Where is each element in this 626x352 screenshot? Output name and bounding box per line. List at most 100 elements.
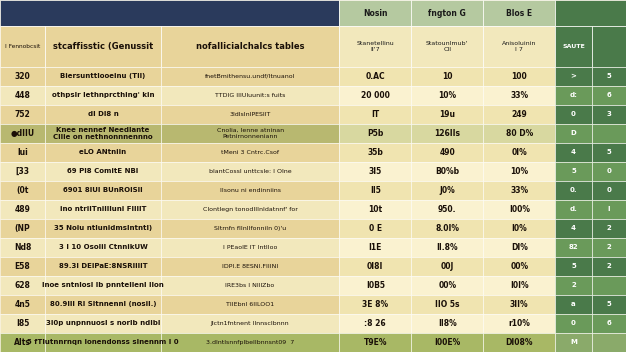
Text: 5: 5	[571, 168, 576, 175]
Text: 82: 82	[568, 244, 578, 251]
Bar	[339, 219, 411, 238]
Text: 100: 100	[511, 72, 527, 81]
Text: Blos E: Blos E	[506, 9, 532, 18]
Bar	[339, 86, 411, 105]
Bar	[0, 238, 45, 257]
Bar	[339, 124, 411, 143]
Bar	[411, 295, 483, 314]
Bar	[592, 295, 626, 314]
Bar	[45, 26, 161, 67]
Bar	[555, 200, 592, 219]
Bar	[45, 86, 161, 105]
Text: T9E%: T9E%	[364, 338, 387, 347]
Text: :8 26: :8 26	[364, 319, 386, 328]
Text: AIts: AIts	[14, 338, 31, 347]
Text: 4: 4	[571, 149, 576, 156]
Text: fnetBmithensu.undf/Itnuanol: fnetBmithensu.undf/Itnuanol	[205, 74, 295, 79]
Bar	[339, 333, 411, 352]
Bar	[0, 143, 45, 162]
Text: 35b: 35b	[367, 148, 383, 157]
Text: DI08%: DI08%	[506, 338, 533, 347]
Bar	[555, 257, 592, 276]
Text: 2: 2	[607, 225, 611, 232]
Bar	[592, 26, 626, 67]
Bar	[45, 143, 161, 162]
Bar	[161, 105, 339, 124]
Text: 752: 752	[14, 110, 31, 119]
Bar	[483, 143, 555, 162]
Bar	[483, 0, 555, 26]
Bar	[161, 162, 339, 181]
Text: 2: 2	[607, 263, 611, 270]
Text: 126IIs: 126IIs	[434, 129, 460, 138]
Bar	[161, 67, 339, 86]
Bar	[555, 276, 592, 295]
Text: TTDIG IIIUluunit:s fuits: TTDIG IIIUluunit:s fuits	[215, 93, 285, 98]
Text: 20 000: 20 000	[361, 91, 390, 100]
Bar	[0, 314, 45, 333]
Text: Statounlmub'
CII: Statounlmub' CII	[426, 41, 468, 52]
Text: 0I%: 0I%	[511, 148, 527, 157]
Text: 2: 2	[571, 282, 576, 289]
Text: 00%: 00%	[438, 281, 456, 290]
Text: I: I	[608, 206, 610, 213]
Bar	[592, 105, 626, 124]
Text: 628: 628	[14, 281, 31, 290]
Text: SItrnfn fIInIIfonniIn 0)'u: SItrnfn fIInIIfonniIn 0)'u	[214, 226, 286, 231]
Bar	[45, 105, 161, 124]
Bar	[592, 238, 626, 257]
Text: 0I8I: 0I8I	[367, 262, 384, 271]
Bar	[0, 26, 45, 67]
Text: 0.AC: 0.AC	[366, 72, 385, 81]
Text: 3I0p unpnnuosl s norlb ndlbl: 3I0p unpnnuosl s norlb ndlbl	[46, 320, 160, 327]
Text: I85: I85	[16, 319, 29, 328]
Text: 0: 0	[607, 168, 611, 175]
Text: IIO 5s: IIO 5s	[435, 300, 459, 309]
Text: 3E 8%: 3E 8%	[362, 300, 388, 309]
Bar	[555, 333, 592, 352]
Bar	[161, 181, 339, 200]
Text: B0%b: B0%b	[435, 167, 459, 176]
Bar	[0, 124, 45, 143]
Bar	[161, 219, 339, 238]
Text: TIIEbnI 6IILOO1: TIIEbnI 6IILOO1	[226, 302, 274, 307]
Text: I1E: I1E	[369, 243, 382, 252]
Bar	[483, 26, 555, 67]
Text: d:: d:	[570, 92, 577, 99]
Text: 8.0I%: 8.0I%	[435, 224, 459, 233]
Bar	[161, 295, 339, 314]
Text: 4: 4	[571, 225, 576, 232]
Text: II8%: II8%	[438, 319, 456, 328]
Text: 5 fTlutnnrnqn lonendonss slnennm I 0: 5 fTlutnnrnqn lonendonss slnennm I 0	[27, 339, 179, 346]
Text: 6901 8IUI BUnROlSII: 6901 8IUI BUnROlSII	[63, 187, 143, 194]
Text: DI%: DI%	[511, 243, 528, 252]
Bar	[483, 238, 555, 257]
Bar	[555, 124, 592, 143]
Bar	[339, 0, 411, 26]
Text: 3 I 10 Osolil CtnnikUW: 3 I 10 Osolil CtnnikUW	[59, 244, 147, 251]
Bar	[339, 238, 411, 257]
Bar	[411, 276, 483, 295]
Bar	[161, 238, 339, 257]
Text: IRE3bs I NlllZbo: IRE3bs I NlllZbo	[225, 283, 275, 288]
Bar	[0, 276, 45, 295]
Text: 10: 10	[442, 72, 453, 81]
Bar	[411, 105, 483, 124]
Text: 950.: 950.	[438, 205, 456, 214]
Bar	[483, 200, 555, 219]
Text: stcaffisstic (Genussit: stcaffisstic (Genussit	[53, 42, 153, 51]
Bar	[483, 162, 555, 181]
Bar	[0, 333, 45, 352]
Bar	[555, 86, 592, 105]
Text: 5: 5	[607, 301, 611, 308]
Text: 0: 0	[571, 111, 576, 118]
Text: 69 PI8 ComitE NBI: 69 PI8 ComitE NBI	[68, 168, 138, 175]
Text: 0: 0	[571, 320, 576, 327]
Bar	[161, 333, 339, 352]
Text: 80.9III RI SItnnennI (nosil.): 80.9III RI SItnnennI (nosil.)	[49, 301, 156, 308]
Bar	[45, 333, 161, 352]
Bar	[555, 314, 592, 333]
Text: 0: 0	[607, 187, 611, 194]
Text: 3: 3	[607, 111, 611, 118]
Bar	[45, 276, 161, 295]
